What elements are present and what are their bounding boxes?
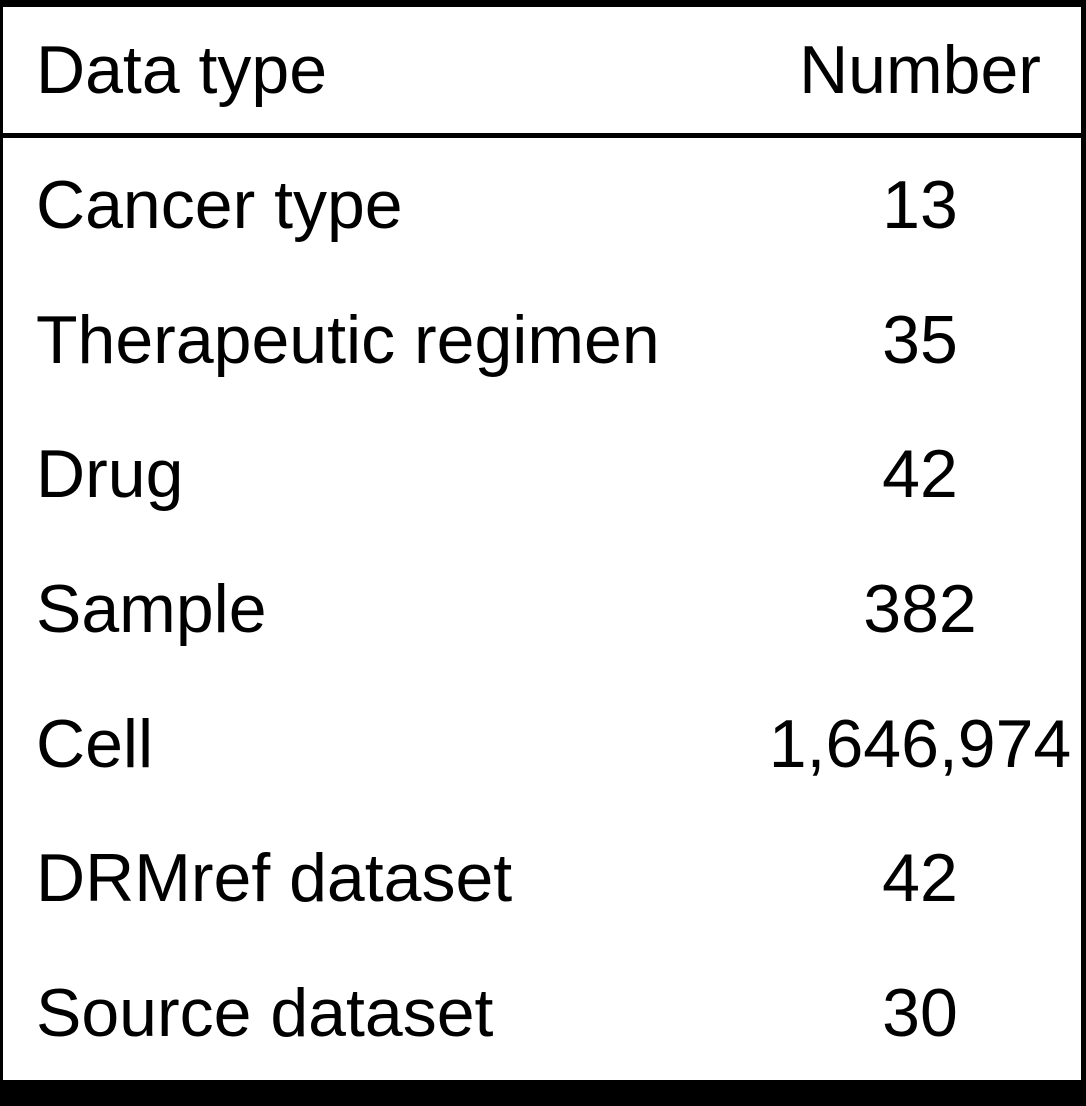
table-row: DRMref dataset 42 (3, 811, 1081, 946)
cell-number: 382 (863, 571, 977, 648)
cell-number: 30 (882, 974, 958, 1051)
table-row: Therapeutic regimen 35 (3, 273, 1081, 408)
column-header-number: Number (799, 32, 1041, 108)
table-row: Drug 42 (3, 407, 1081, 542)
table-body: Cancer type 13 Therapeutic regimen 35 Dr… (3, 138, 1081, 1080)
cell-number: 1,646,974 (768, 705, 1072, 782)
table-row: Cell 1,646,974 (3, 676, 1081, 811)
table-row: Source dataset 30 (3, 945, 1081, 1080)
cell-number: 42 (882, 436, 958, 513)
cell-data-type: DRMref dataset (36, 840, 513, 917)
cell-data-type: Drug (36, 436, 184, 513)
cell-data-type: Cancer type (36, 167, 403, 244)
cell-data-type: Sample (36, 571, 267, 648)
column-header-data-type: Data type (36, 32, 328, 108)
table-row: Sample 382 (3, 542, 1081, 677)
table-row: Cancer type 13 (3, 138, 1081, 273)
cell-number: 42 (882, 840, 958, 917)
cell-data-type: Therapeutic regimen (36, 301, 660, 378)
cell-number: 13 (882, 167, 958, 244)
cell-data-type: Source dataset (36, 974, 494, 1051)
cell-number: 35 (882, 301, 958, 378)
cell-data-type: Cell (36, 705, 154, 782)
table-header-row: Data type Number (3, 7, 1081, 138)
